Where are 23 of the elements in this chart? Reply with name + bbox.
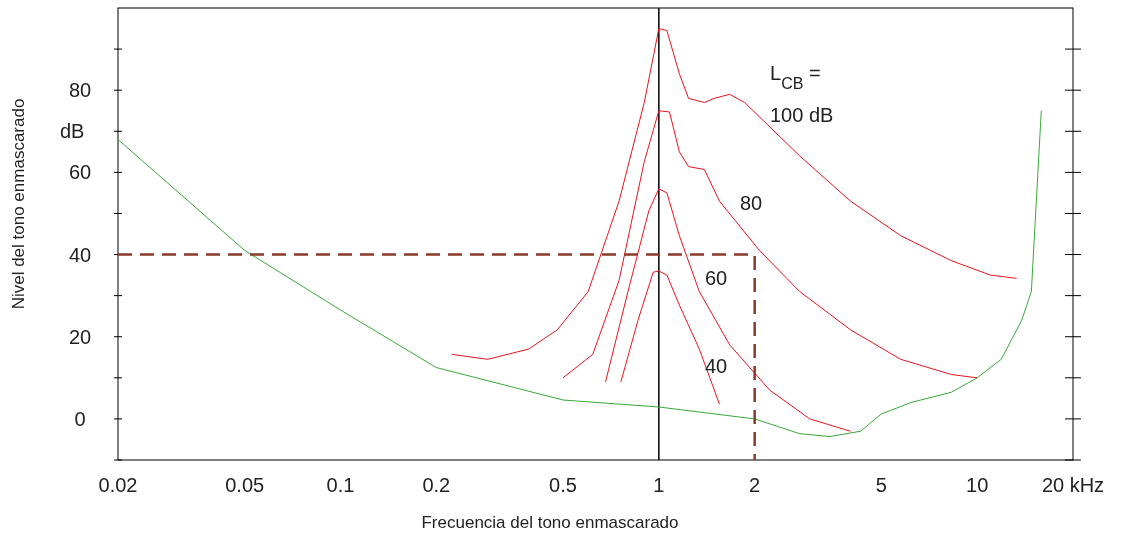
y-tick-label: 40 [68, 243, 92, 266]
x-tick-label: 10 [966, 474, 989, 496]
x-axis-title: Frecuencia del tono enmascarado [421, 513, 679, 532]
x-tick-label: 0.2 [422, 474, 451, 496]
annotation: 80 [740, 192, 763, 214]
x-tick-label: 20 kHz [1041, 474, 1105, 496]
annotation: 40 [705, 355, 728, 377]
annotation: 100 dB [770, 104, 834, 126]
annotation: L$_{CB}$ = [770, 62, 821, 92]
x-tick-label: 5 [875, 474, 887, 496]
text: dB [60, 120, 85, 142]
x-tick-label: 0.5 [549, 474, 577, 496]
y-tick-label: 20 [68, 325, 92, 348]
x-tick-label: 0.05 [225, 474, 265, 496]
y-tick-label: 60 [68, 161, 92, 184]
y-tick-label: 80 [68, 79, 92, 102]
y-tick-label: 0 [74, 407, 86, 430]
y-axis-title: Nivel del tono enmascarado [9, 98, 28, 310]
x-tick-label: 0.02 [98, 474, 138, 496]
annotation: 60 [705, 267, 728, 289]
x-tick-label: 2 [749, 474, 761, 496]
x-tick-label: 1 [653, 474, 665, 496]
x-tick-label: 0.1 [326, 474, 355, 496]
